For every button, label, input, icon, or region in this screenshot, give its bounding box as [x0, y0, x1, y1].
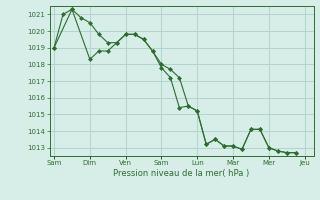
- X-axis label: Pression niveau de la mer( hPa ): Pression niveau de la mer( hPa ): [114, 169, 250, 178]
